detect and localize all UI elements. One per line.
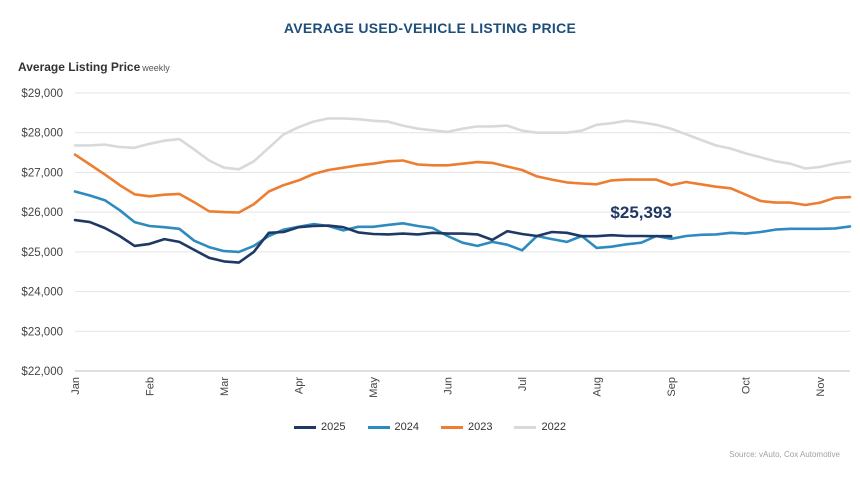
y-tick-label: $27,000 [21, 167, 63, 179]
legend-swatch [441, 425, 463, 429]
legend-swatch [514, 425, 537, 429]
x-tick-label: Feb [145, 377, 157, 396]
chart-legend: 2025 2024 2023 2022 [0, 421, 860, 433]
x-tick-label: Apr [294, 377, 306, 394]
x-tick-label: Aug [592, 377, 604, 397]
y-axis-title-main: Average Listing Price [18, 60, 141, 74]
legend-label: 2022 [541, 421, 566, 433]
legend-item-2024: 2024 [367, 421, 419, 433]
y-tick-label: $24,000 [21, 287, 63, 299]
y-tick-label: $22,000 [21, 366, 63, 378]
legend-label: 2024 [394, 421, 419, 433]
series-line-2023 [73, 153, 852, 214]
legend-label: 2023 [468, 421, 493, 433]
legend-swatch [294, 425, 317, 429]
x-tick-label: Jan [70, 377, 82, 395]
chart-title: AVERAGE USED-VEHICLE LISTING PRICE [283, 20, 577, 36]
x-tick-label: Oct [741, 377, 753, 394]
series-line-2024 [73, 190, 852, 254]
series-line-2025 [73, 218, 673, 264]
y-tick-label: $28,000 [21, 128, 63, 140]
y-tick-label: $23,000 [21, 326, 63, 338]
annotation-label: $25,393 [610, 203, 671, 222]
y-tick-label: $29,000 [21, 88, 63, 100]
x-tick-label: Nov [815, 377, 827, 397]
x-tick-label: Sep [666, 377, 678, 397]
y-axis-title: Average Listing Price weekly [18, 60, 170, 74]
x-tick-label: Jul [517, 377, 529, 391]
legend-item-2023: 2023 [441, 421, 492, 433]
x-tick-label: May [368, 377, 380, 398]
legend-swatch [367, 425, 390, 429]
legend-item-2022: 2022 [514, 421, 566, 433]
legend-label: 2025 [321, 421, 346, 433]
y-tick-label: $25,000 [21, 247, 63, 259]
y-tick-label: $26,000 [21, 207, 63, 219]
y-axis-title-sub: weekly [142, 63, 170, 73]
x-tick-label: Mar [219, 377, 231, 396]
source-note: Source: vAuto, Cox Automotive [729, 450, 840, 459]
legend-item-2025: 2025 [294, 421, 346, 433]
x-tick-label: Jun [443, 377, 455, 395]
series-line-2022 [73, 117, 852, 171]
